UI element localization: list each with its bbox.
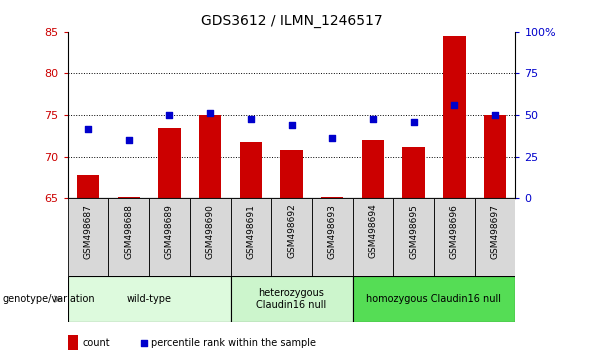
Bar — [230, 276, 353, 322]
Text: GSM498695: GSM498695 — [409, 204, 418, 258]
Title: GDS3612 / ILMN_1246517: GDS3612 / ILMN_1246517 — [201, 14, 382, 28]
Point — [206, 110, 215, 116]
Bar — [149, 198, 190, 276]
Bar — [68, 335, 78, 350]
Bar — [353, 198, 393, 276]
Point — [449, 102, 459, 108]
Bar — [68, 198, 108, 276]
Text: GSM498687: GSM498687 — [84, 204, 92, 258]
Text: GSM498689: GSM498689 — [165, 204, 174, 258]
Point — [409, 119, 418, 125]
Bar — [199, 115, 221, 198]
Text: GSM498693: GSM498693 — [327, 204, 337, 258]
Text: GSM498691: GSM498691 — [246, 204, 256, 258]
Bar — [362, 140, 384, 198]
Text: GSM498688: GSM498688 — [124, 204, 133, 258]
Bar — [393, 198, 434, 276]
Bar — [321, 196, 343, 198]
Point — [246, 116, 256, 122]
Bar — [190, 198, 230, 276]
Bar — [434, 198, 475, 276]
Bar — [68, 276, 230, 322]
Text: GSM498696: GSM498696 — [450, 204, 459, 258]
Point — [84, 126, 93, 132]
Point — [287, 122, 296, 128]
Text: wild-type: wild-type — [127, 294, 171, 304]
Point — [368, 116, 378, 122]
Text: GSM498697: GSM498697 — [491, 204, 499, 258]
Point — [327, 136, 337, 141]
Point — [124, 137, 134, 143]
Bar — [402, 147, 425, 198]
Text: GSM498694: GSM498694 — [369, 204, 378, 258]
Bar — [118, 196, 140, 198]
Point — [490, 112, 499, 118]
Bar — [158, 127, 181, 198]
Bar — [484, 115, 506, 198]
Bar — [475, 198, 515, 276]
Text: GSM498690: GSM498690 — [206, 204, 214, 258]
Bar — [443, 36, 465, 198]
Text: percentile rank within the sample: percentile rank within the sample — [151, 337, 316, 348]
Text: count: count — [82, 337, 110, 348]
Bar — [230, 198, 271, 276]
Text: GSM498692: GSM498692 — [287, 204, 296, 258]
Bar — [280, 150, 303, 198]
Text: genotype/variation: genotype/variation — [3, 294, 95, 304]
Bar — [271, 198, 312, 276]
Bar — [77, 175, 100, 198]
Point — [139, 340, 148, 346]
Text: heterozygous
Claudin16 null: heterozygous Claudin16 null — [256, 288, 327, 310]
Bar — [353, 276, 515, 322]
Bar — [312, 198, 353, 276]
Text: homozygous Claudin16 null: homozygous Claudin16 null — [366, 294, 501, 304]
Bar — [108, 198, 149, 276]
Bar — [240, 142, 262, 198]
Point — [165, 112, 174, 118]
